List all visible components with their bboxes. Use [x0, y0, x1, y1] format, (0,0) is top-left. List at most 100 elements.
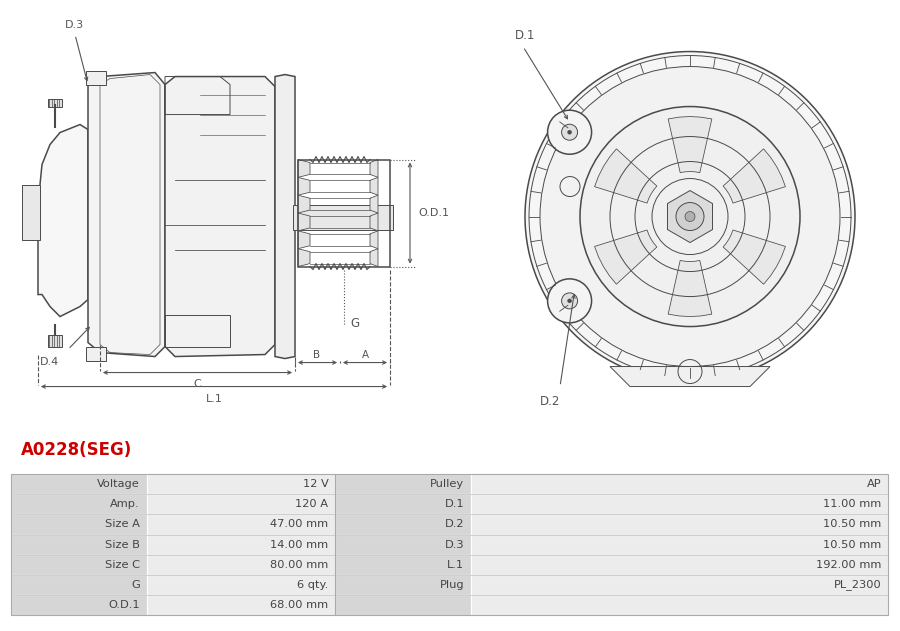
Text: 11.00 mm: 11.00 mm	[823, 499, 881, 509]
Text: C: C	[194, 379, 201, 389]
Text: D.3: D.3	[445, 540, 464, 550]
Bar	[472, 474, 888, 494]
Text: 10.50 mm: 10.50 mm	[823, 519, 881, 529]
Text: A0228(SEG): A0228(SEG)	[22, 441, 132, 459]
Polygon shape	[370, 160, 378, 177]
Bar	[472, 494, 888, 514]
Polygon shape	[723, 230, 786, 284]
Text: D.1: D.1	[515, 28, 536, 42]
Circle shape	[568, 130, 572, 134]
Polygon shape	[370, 213, 378, 231]
Bar	[11, 534, 147, 555]
Polygon shape	[370, 195, 378, 213]
Polygon shape	[298, 213, 310, 231]
Text: Voltage: Voltage	[97, 479, 140, 489]
Circle shape	[525, 52, 855, 382]
Bar	[293, 204, 393, 230]
Bar	[86, 71, 106, 85]
Polygon shape	[298, 177, 310, 195]
Bar	[11, 575, 147, 595]
Bar	[336, 514, 472, 534]
Polygon shape	[298, 195, 310, 213]
Circle shape	[547, 279, 591, 323]
Circle shape	[540, 66, 840, 367]
Bar	[11, 514, 147, 534]
Text: Size C: Size C	[104, 560, 140, 570]
Polygon shape	[38, 124, 88, 317]
Text: Size B: Size B	[105, 540, 140, 550]
Polygon shape	[298, 160, 310, 177]
Text: B: B	[313, 350, 320, 360]
Text: D.2: D.2	[445, 519, 464, 529]
Polygon shape	[668, 191, 713, 242]
Text: AP: AP	[867, 479, 881, 489]
Bar	[147, 595, 336, 615]
Text: 6 qty.: 6 qty.	[297, 580, 328, 590]
Circle shape	[547, 110, 591, 154]
Text: D.2: D.2	[540, 394, 561, 408]
Polygon shape	[275, 74, 295, 358]
Polygon shape	[298, 249, 310, 266]
Text: D.3: D.3	[65, 20, 84, 30]
Text: 12 V: 12 V	[302, 479, 328, 489]
Text: L.1: L.1	[447, 560, 464, 570]
Bar	[22, 184, 40, 240]
Bar	[147, 494, 336, 514]
Bar	[336, 575, 472, 595]
Text: 47.00 mm: 47.00 mm	[270, 519, 328, 529]
Text: G: G	[350, 317, 359, 329]
Bar	[11, 494, 147, 514]
Text: Plug: Plug	[440, 580, 464, 590]
Bar	[48, 98, 62, 107]
Text: O.D.1: O.D.1	[418, 208, 449, 218]
Text: 68.00 mm: 68.00 mm	[270, 600, 328, 610]
Polygon shape	[723, 149, 786, 203]
Polygon shape	[298, 231, 310, 249]
Bar	[147, 514, 336, 534]
Circle shape	[580, 107, 800, 326]
Bar	[336, 494, 472, 514]
Text: PL_2300: PL_2300	[833, 579, 881, 591]
Text: 14.00 mm: 14.00 mm	[270, 540, 328, 550]
Text: A: A	[362, 350, 369, 360]
Text: 80.00 mm: 80.00 mm	[270, 560, 328, 570]
Text: D.4: D.4	[40, 357, 59, 367]
Polygon shape	[88, 73, 165, 357]
Text: D.1: D.1	[445, 499, 464, 509]
Bar	[298, 160, 390, 266]
Polygon shape	[595, 230, 657, 284]
Bar	[336, 534, 472, 555]
Circle shape	[568, 299, 572, 303]
Text: G: G	[131, 580, 140, 590]
Bar	[472, 595, 888, 615]
Bar	[48, 334, 62, 346]
Polygon shape	[668, 261, 712, 317]
Polygon shape	[668, 117, 712, 173]
Polygon shape	[370, 249, 378, 266]
Text: L.1: L.1	[205, 394, 222, 404]
Text: Pulley: Pulley	[430, 479, 464, 489]
Text: Amp.: Amp.	[110, 499, 140, 509]
Text: Size A: Size A	[105, 519, 140, 529]
Text: 10.50 mm: 10.50 mm	[823, 540, 881, 550]
Bar	[472, 534, 888, 555]
Circle shape	[685, 211, 695, 221]
Bar	[472, 514, 888, 534]
Bar	[11, 474, 888, 615]
Polygon shape	[595, 149, 657, 203]
Bar	[11, 595, 147, 615]
Text: O.D.1: O.D.1	[108, 600, 140, 610]
Bar	[147, 575, 336, 595]
Bar	[11, 555, 147, 575]
Bar	[336, 555, 472, 575]
Bar	[11, 474, 147, 494]
Bar	[86, 346, 106, 360]
Bar	[147, 555, 336, 575]
Bar	[472, 555, 888, 575]
Polygon shape	[370, 177, 378, 195]
Bar	[472, 575, 888, 595]
Bar	[336, 474, 472, 494]
Circle shape	[562, 293, 578, 309]
Bar	[147, 534, 336, 555]
Polygon shape	[610, 367, 770, 387]
